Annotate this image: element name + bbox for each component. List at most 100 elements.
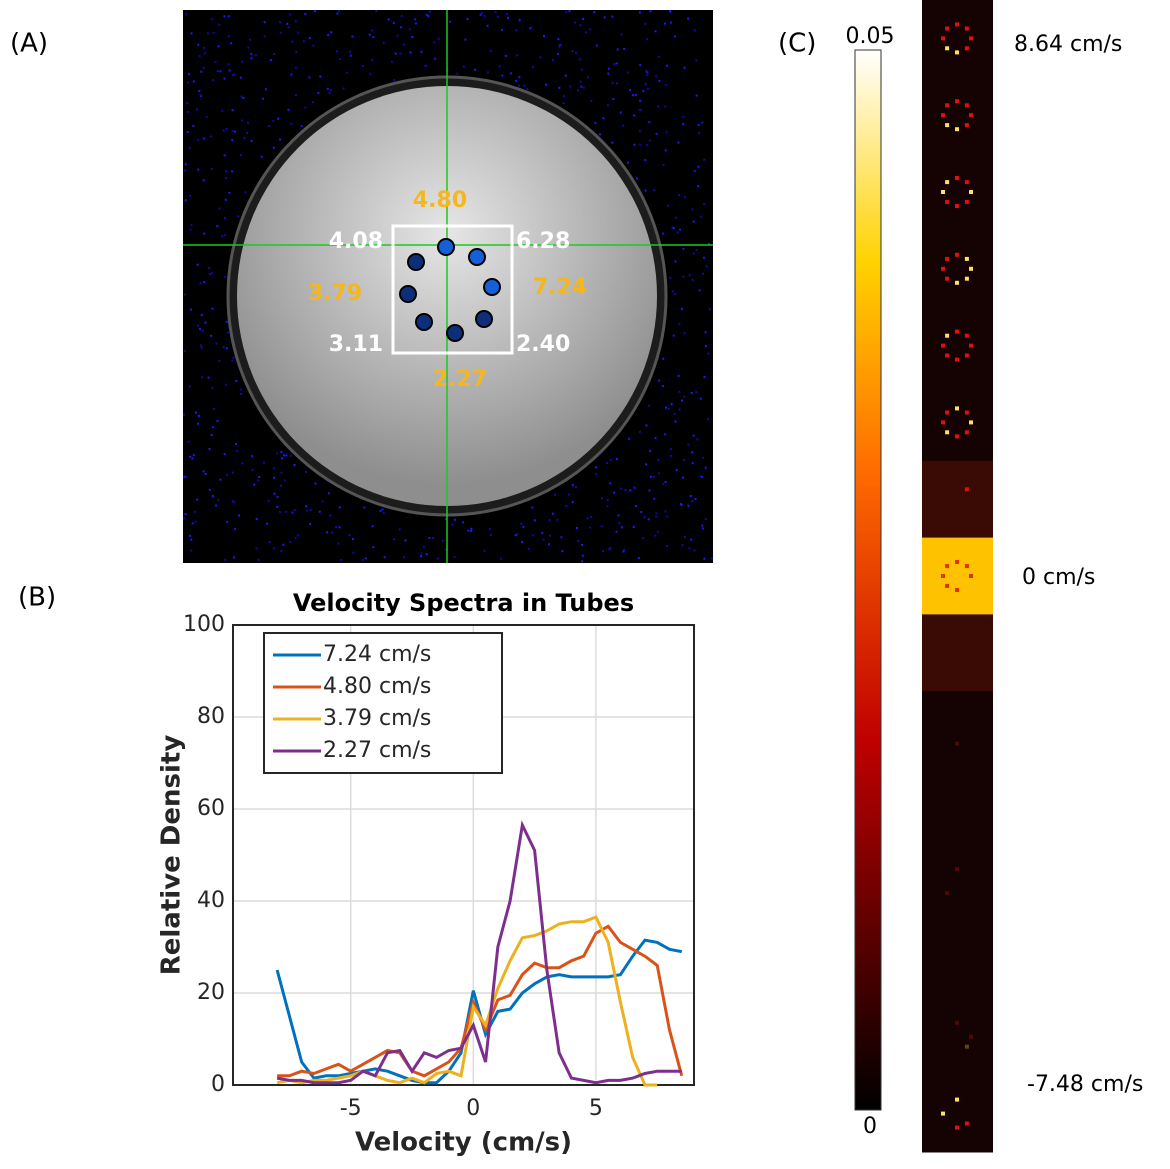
noise-dot [437,37,440,40]
spectrum-pixel [955,22,959,27]
noise-dot [206,32,209,35]
noise-dot [382,512,385,515]
noise-dot [272,476,275,479]
noise-dot [646,87,649,90]
noise-dot [464,38,467,41]
noise-dot [196,324,199,327]
spectra-panel: 0 0.05 8.64 cm/s 0 cm/s -7.48 cm/s [846,0,1143,1153]
noise-dot [183,476,186,479]
noise-dot [223,15,226,18]
noise-dot [595,473,598,476]
noise-dot [193,510,196,513]
noise-dot [279,21,282,24]
noise-dot [587,76,590,79]
noise-dot [662,482,665,485]
noise-dot [675,469,678,472]
noise-dot [371,29,374,32]
noise-dot [399,52,402,55]
noise-dot [603,16,606,19]
noise-dot [201,329,204,332]
noise-dot [531,66,534,69]
noise-dot [692,434,695,437]
tube [437,238,455,256]
noise-dot [428,10,431,13]
noise-dot [339,559,342,562]
noise-dot [680,307,683,310]
noise-dot [272,120,275,123]
x-tick-label: 5 [589,1096,603,1121]
noise-dot [226,331,229,334]
noise-dot [306,509,309,512]
noise-dot [501,74,504,77]
noise-dot [515,54,518,57]
noise-dot [632,94,635,97]
noise-dot [363,506,366,509]
noise-dot [627,161,630,164]
noise-dot [349,50,352,53]
noise-dot [632,525,635,528]
noise-dot [321,500,324,503]
noise-dot [198,328,201,331]
noise-dot [237,514,240,517]
noise-dot [666,544,669,547]
noise-dot [268,125,271,128]
noise-dot [679,228,682,231]
spectrum-pixel [945,199,950,204]
noise-dot [506,13,509,16]
noise-dot [427,15,430,18]
spectrum-pixel [955,357,959,362]
noise-dot [210,433,213,436]
noise-dot [422,545,425,548]
noise-dot [678,323,681,326]
noise-dot [655,75,658,78]
noise-dot [221,234,224,237]
noise-dot [657,530,660,533]
noise-dot [691,462,694,465]
noise-dot [208,266,211,269]
noise-dot [224,383,227,386]
noise-dot [223,452,226,455]
noise-dot [697,165,700,168]
noise-dot [445,518,448,521]
noise-dot [677,374,680,377]
noise-dot [319,75,322,78]
noise-dot [249,38,252,41]
spectrum-pixel [955,588,959,592]
noise-dot [607,67,610,70]
noise-dot [541,532,544,535]
noise-dot [194,411,197,414]
noise-dot [680,503,683,506]
noise-dot [620,487,623,490]
noise-dot [231,170,234,173]
noise-dot [314,10,317,13]
noise-dot [663,22,666,25]
noise-dot [650,475,653,478]
noise-dot [580,68,583,71]
noise-dot [571,500,574,503]
noise-dot [697,123,700,126]
noise-dot [414,18,417,21]
noise-dot [408,28,411,31]
noise-dot [232,501,235,504]
noise-dot [515,80,518,83]
noise-dot [683,196,686,199]
noise-dot [648,139,651,142]
noise-dot [654,534,657,537]
noise-dot [648,404,651,407]
noise-dot [215,504,218,507]
noise-dot [300,125,303,128]
tube-label: 3.11 [329,332,383,357]
noise-dot [411,36,414,39]
spectrum-pixel [955,1020,959,1025]
noise-dot [197,168,200,171]
noise-dot [257,479,260,482]
spectrum-pixel [964,487,969,492]
spectrum-pixel [945,123,950,128]
noise-dot [283,479,286,482]
spectrum-pixel [941,113,945,118]
noise-dot [655,512,658,515]
spectrum-pixel [955,1125,959,1130]
noise-dot [645,38,648,41]
legend-label: 3.79 cm/s [323,706,431,731]
spectrum-pixel [969,36,973,41]
